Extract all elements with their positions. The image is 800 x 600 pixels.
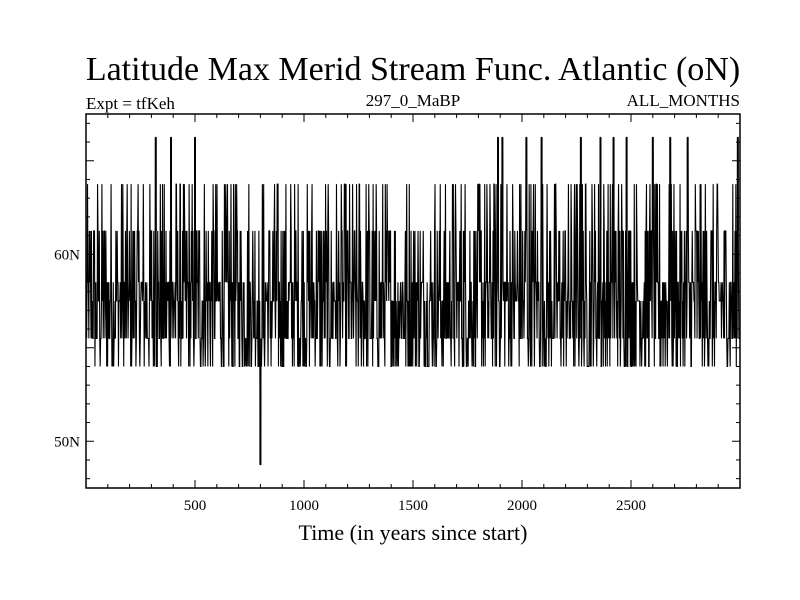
data-line-series — [85, 136, 740, 466]
x-tick-label-2500: 2500 — [616, 498, 646, 514]
y-tick-label-50: 50N — [54, 434, 80, 450]
months-label: ALL_MONTHS — [627, 91, 740, 110]
x-tick-label-2000: 2000 — [507, 498, 537, 514]
x-axis-label: Time (in years since start) — [299, 520, 528, 545]
data-line — [85, 136, 740, 466]
x-tick-label-1000: 1000 — [289, 498, 319, 514]
data-spikes — [154, 137, 739, 465]
experiment-label: Expt = tfKeh — [86, 94, 175, 113]
chart-title: Latitude Max Merid Stream Func. Atlantic… — [86, 51, 740, 88]
x-tick-label-500: 500 — [184, 498, 207, 514]
x-tick-label-1500: 1500 — [398, 498, 428, 514]
axis-ticks: 500 1000 1500 2000 2500 50N 60N — [54, 114, 740, 514]
run-label: 297_0_MaBP — [366, 91, 460, 110]
y-tick-label-60: 60N — [54, 247, 80, 263]
